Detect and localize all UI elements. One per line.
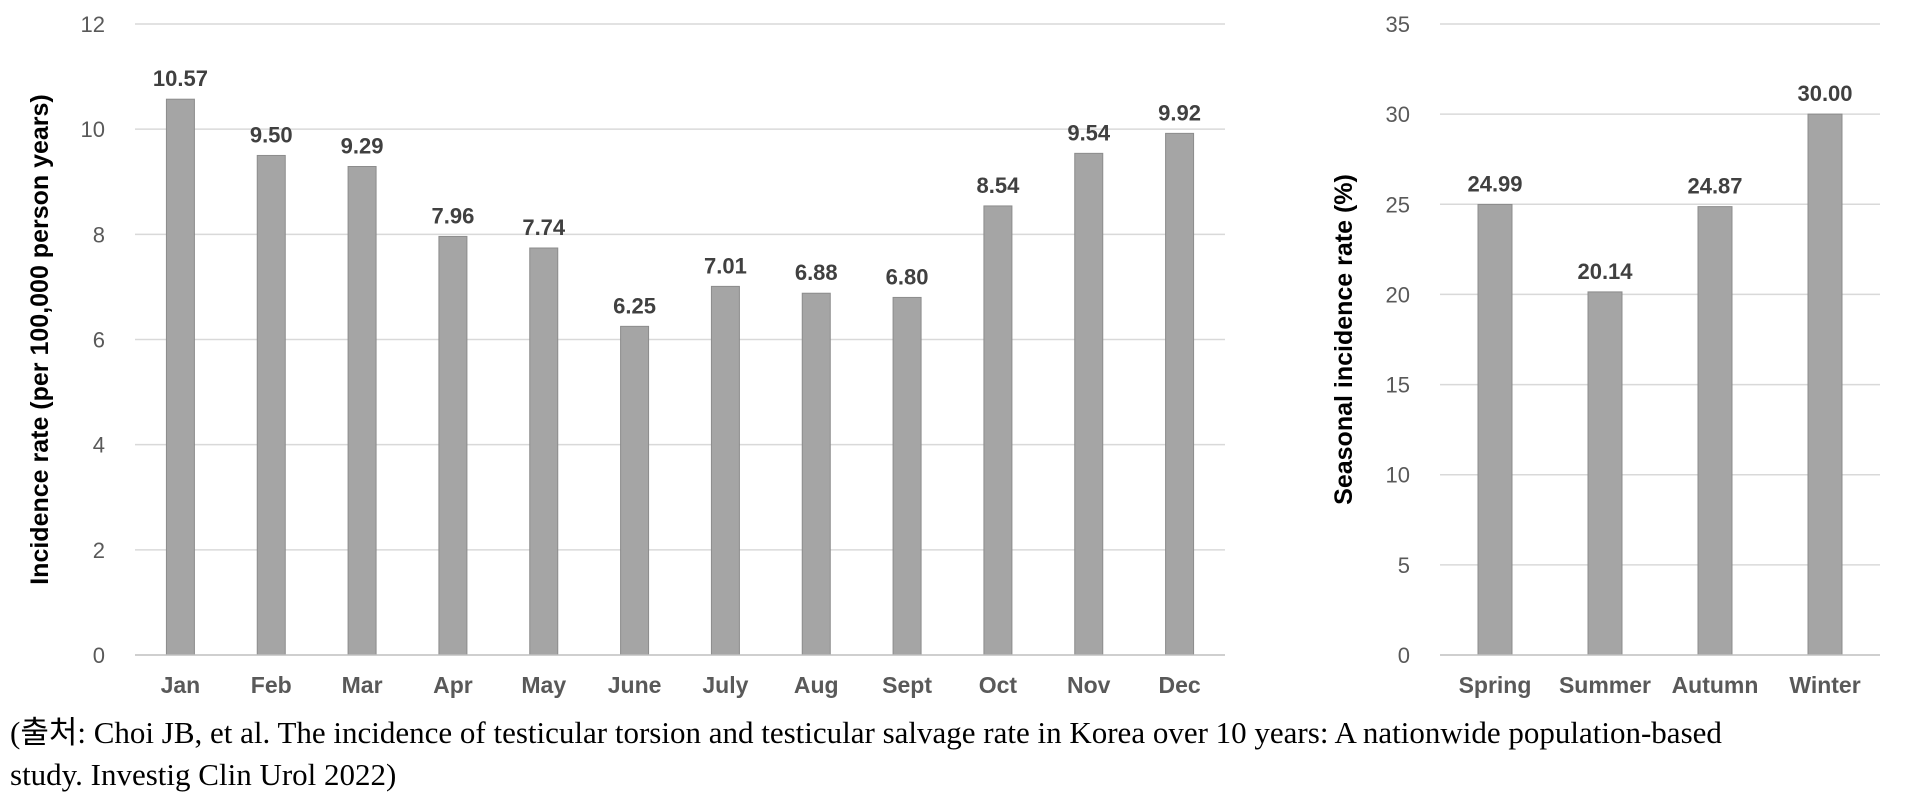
data-label: 9.29 [341, 134, 384, 159]
x-tick-label: Oct [979, 672, 1018, 698]
data-label: 8.54 [977, 173, 1021, 198]
y-tick-label: 25 [1386, 192, 1410, 217]
y-tick-label: 20 [1386, 282, 1410, 307]
bar-apr [438, 235, 468, 656]
y-tick-label: 35 [1386, 12, 1410, 37]
data-label: 9.92 [1158, 100, 1201, 125]
x-tick-label: Jan [161, 672, 201, 698]
x-tick-label: Aug [794, 672, 839, 698]
data-label: 24.99 [1467, 171, 1522, 196]
bar-jan [165, 98, 195, 656]
y-tick-label: 2 [93, 538, 105, 563]
bar-may [529, 247, 559, 656]
data-label: 30.00 [1797, 81, 1852, 106]
data-label: 7.01 [704, 253, 747, 278]
x-tick-label: Summer [1559, 672, 1651, 698]
bar-dec [1165, 132, 1195, 656]
x-tick-label: July [702, 672, 748, 698]
chart-area: 0 2 4 6 8 10 12 10.57 Jan 9.50 Feb 9.29 Mar 7.96 Apr 7.… [26, 12, 1880, 698]
y-tick-label: 12 [81, 12, 105, 37]
y-axis-title: Incidence rate (per 100,000 person years… [26, 94, 54, 585]
data-label: 6.25 [613, 293, 656, 318]
seasonal-incidence-chart: 0 5 10 15 20 25 30 35 24.99 Spring 20.14 Summer 24.8… [1330, 12, 1880, 698]
y-tick-label: 0 [93, 643, 105, 668]
x-tick-label: Spring [1459, 672, 1532, 698]
y-tick-label: 10 [1386, 463, 1410, 488]
bar-spring [1477, 203, 1513, 656]
x-tick-label: Dec [1158, 672, 1200, 698]
x-tick-label: Mar [342, 672, 383, 698]
y-tick-label: 8 [93, 222, 105, 247]
data-label: 6.88 [795, 260, 838, 285]
bar-sept [892, 296, 922, 656]
x-tick-label: Sept [882, 672, 932, 698]
y-tick-label: 15 [1386, 373, 1410, 398]
y-tick-label: 4 [93, 433, 105, 458]
data-label: 7.74 [522, 215, 566, 240]
y-tick-label: 5 [1398, 553, 1410, 578]
data-label: 9.50 [250, 122, 293, 147]
y-axis-title: Seasonal incidence rate (%) [1330, 174, 1358, 505]
y-tick-label: 6 [93, 328, 105, 353]
x-tick-label: June [608, 672, 662, 698]
data-label: 10.57 [153, 66, 208, 91]
data-label: 24.87 [1687, 174, 1742, 199]
x-tick-label: Feb [251, 672, 292, 698]
bar-winter [1807, 113, 1843, 656]
monthly-incidence-chart: 0 2 4 6 8 10 12 10.57 Jan 9.50 Feb 9.29 Mar 7.96 Apr 7.… [26, 12, 1225, 698]
bar-aug [801, 292, 831, 656]
y-tick-label: 0 [1398, 643, 1410, 668]
x-tick-label: Nov [1067, 672, 1111, 698]
x-tick-label: Winter [1789, 672, 1860, 698]
x-tick-label: Autumn [1672, 672, 1759, 698]
data-label: 6.80 [886, 264, 929, 289]
bar-autumn [1697, 206, 1733, 656]
y-tick-label: 30 [1386, 102, 1410, 127]
bar-oct [983, 205, 1013, 656]
data-label: 20.14 [1577, 259, 1633, 284]
caption-line-1: (출처: Choi JB, et al. The incidence of te… [10, 715, 1722, 750]
data-label: 9.54 [1067, 120, 1111, 145]
x-tick-label: Apr [433, 672, 473, 698]
x-tick-label: May [521, 672, 566, 698]
bar-july [710, 285, 740, 656]
bar-summer [1587, 291, 1623, 656]
y-tick-label: 10 [81, 117, 105, 142]
data-label: 7.96 [432, 203, 475, 228]
bar-feb [256, 154, 286, 656]
bar-mar [347, 166, 377, 656]
bar-june [620, 325, 650, 656]
source-caption: (출처: Choi JB, et al. The incidence of te… [10, 712, 1900, 796]
caption-line-2: study. Investig Clin Urol 2022) [10, 757, 397, 792]
bar-nov [1074, 152, 1104, 656]
